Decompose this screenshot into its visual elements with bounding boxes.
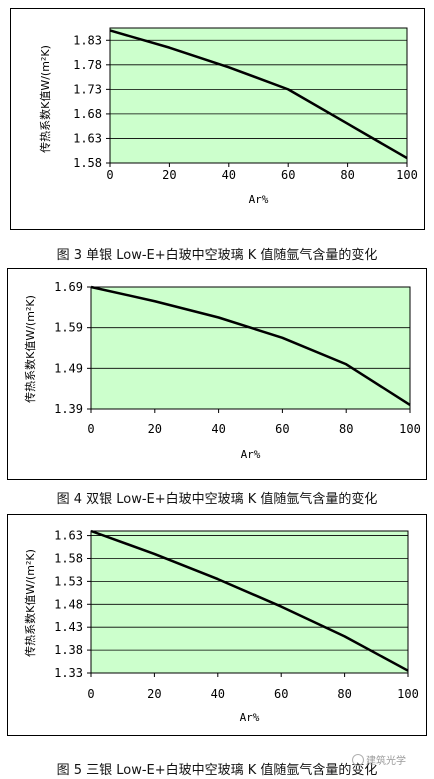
x-tick-label: 100 — [399, 422, 421, 436]
series-line — [90, 529, 409, 672]
x-axis-label: Ar% — [241, 448, 261, 461]
y-tick-label: 1.58 — [54, 551, 83, 565]
y-axis-label: 传热系数K值W/(m²K) — [24, 549, 37, 657]
x-tick-label: 40 — [211, 687, 225, 701]
y-tick-label: 1.53 — [54, 574, 83, 588]
plot-area — [90, 530, 409, 674]
plot-area — [109, 27, 408, 164]
x-tick-label: 20 — [148, 422, 162, 436]
chart-svg: 1.33 1.38 1.43 1.48 1.53 1.58 1.63 0 20 40 60 80 100… — [24, 529, 419, 724]
x-tick-label: 80 — [337, 687, 351, 701]
chart-svg: 1.39 1.49 1.59 1.69 0 20 40 60 80 100 Ar% 传热系数K值W/(… — [24, 280, 421, 461]
x-tick-label: 80 — [340, 168, 354, 182]
wechat-icon — [352, 754, 364, 766]
plot-area — [90, 286, 411, 410]
y-tick-label: 1.38 — [54, 643, 83, 657]
y-tick-label: 1.59 — [54, 321, 83, 335]
y-tick-label: 1.39 — [54, 402, 83, 416]
x-tick-label: 60 — [281, 168, 295, 182]
y-tick-label: 1.58 — [73, 156, 102, 170]
y-tick-label: 1.69 — [54, 280, 83, 294]
x-tick-label: 0 — [106, 168, 113, 182]
y-axis-label: 传热系数K值W/(m²K) — [39, 45, 52, 153]
y-tick-label: 1.73 — [73, 82, 102, 96]
y-tick-label: 1.83 — [73, 33, 102, 47]
x-tick-label: 40 — [222, 168, 236, 182]
y-tick-label: 1.49 — [54, 361, 83, 375]
x-tick-label: 20 — [147, 687, 161, 701]
x-axis-label: Ar% — [240, 711, 260, 724]
watermark-text: 建筑光学 — [366, 756, 406, 767]
watermark: 建筑光学 — [352, 752, 406, 767]
chart-panel-triple-silver: 1.33 1.38 1.43 1.48 1.53 1.58 1.63 0 20 40 60 80 100… — [7, 514, 427, 736]
x-axis-label: Ar% — [249, 193, 269, 206]
y-tick-label: 1.68 — [73, 107, 102, 121]
x-tick-label: 0 — [87, 422, 94, 436]
y-tick-label: 1.63 — [54, 529, 83, 543]
x-tick-label: 80 — [339, 422, 353, 436]
y-tick-label: 1.63 — [73, 131, 102, 145]
figure-caption: 图 3 单银 Low-E+白玻中空玻璃 K 值随氩气含量的变化 — [56, 248, 378, 263]
y-axis-label: 传热系数K值W/(m²K) — [24, 295, 37, 403]
x-tick-label: 60 — [275, 422, 289, 436]
y-tick-label: 1.43 — [54, 620, 83, 634]
series-line — [109, 29, 408, 160]
x-tick-label: 100 — [397, 687, 419, 701]
y-tick-label: 1.78 — [73, 58, 102, 72]
x-tick-label: 20 — [162, 168, 176, 182]
figure-caption: 图 4 双银 Low-E+白玻中空玻璃 K 值随氩气含量的变化 — [56, 492, 378, 507]
y-tick-label: 1.48 — [54, 597, 83, 611]
y-tick-label: 1.33 — [54, 666, 83, 680]
series-line — [90, 285, 411, 406]
figure-caption: 图 5 三银 Low-E+白玻中空玻璃 K 值随氩气含量的变化 — [56, 763, 378, 778]
x-tick-label: 60 — [274, 687, 288, 701]
chart-panel-double-silver: 1.39 1.49 1.59 1.69 0 20 40 60 80 100 Ar% 传热系数K值W/(… — [7, 268, 427, 480]
x-tick-label: 100 — [396, 168, 418, 182]
chart-panel-single-silver: 1.58 1.63 1.68 1.73 1.78 1.83 0 20 40 60 80 100 Ar% 传… — [10, 8, 425, 230]
x-tick-label: 0 — [87, 687, 94, 701]
chart-svg: 1.58 1.63 1.68 1.73 1.78 1.83 0 20 40 60 80 100 Ar% 传… — [39, 27, 418, 206]
x-tick-label: 40 — [211, 422, 225, 436]
